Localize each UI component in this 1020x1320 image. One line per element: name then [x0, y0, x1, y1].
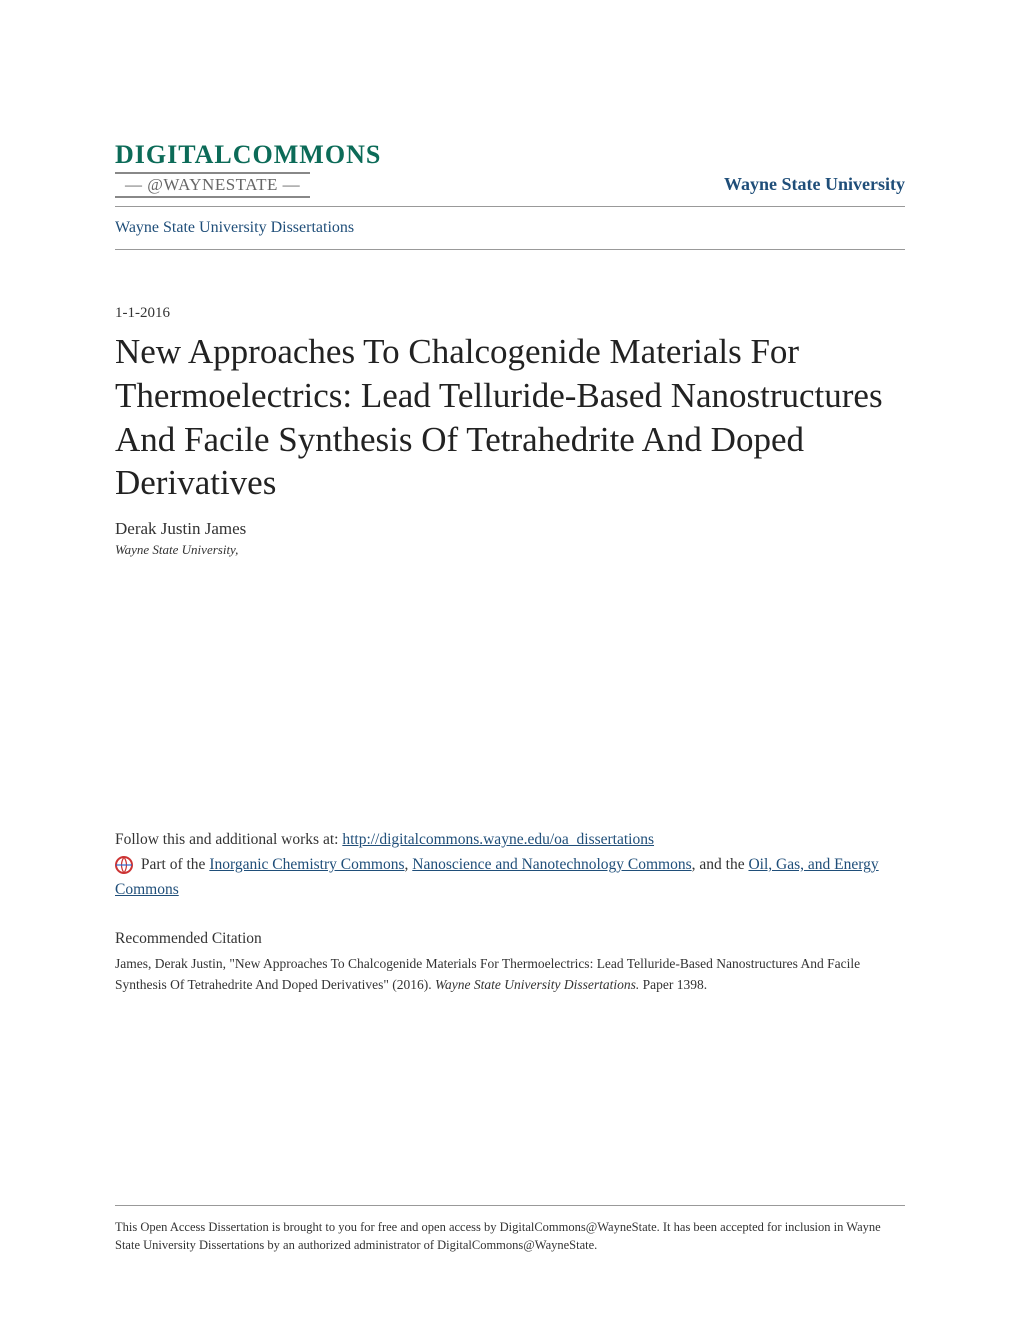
citation-text: James, Derak Justin, "New Approaches To … [115, 954, 905, 995]
publication-date: 1-1-2016 [115, 305, 905, 322]
commons-line: Part of the Inorganic Chemistry Commons,… [115, 853, 905, 903]
follow-line: Follow this and additional works at: htt… [115, 828, 905, 853]
logo-line1: DIGITALCOMMONS [115, 140, 381, 170]
collection-link[interactable]: Wayne State University Dissertations [115, 219, 905, 237]
sep2: , and the [692, 856, 749, 873]
footer-section: This Open Access Dissertation is brought… [115, 1205, 905, 1256]
author-affiliation: Wayne State University, [115, 542, 905, 558]
logo-line2-suffix: — [278, 175, 300, 194]
repository-logo: DIGITALCOMMONS — @WAYNESTATE — [115, 140, 381, 198]
logo-line2: — @WAYNESTATE — [115, 172, 310, 198]
part-prefix: Part of the [141, 856, 209, 873]
author-name: Derak Justin James [115, 519, 905, 539]
page-container: DIGITALCOMMONS — @WAYNESTATE — Wayne Sta… [0, 0, 1020, 1055]
follow-url-link[interactable]: http://digitalcommons.wayne.edu/oa_disse… [342, 831, 654, 848]
citation-heading: Recommended Citation [115, 930, 905, 948]
university-link[interactable]: Wayne State University [724, 174, 905, 195]
footer-text: This Open Access Dissertation is brought… [115, 1218, 905, 1256]
follow-section: Follow this and additional works at: htt… [115, 828, 905, 902]
paper-title: New Approaches To Chalcogenide Materials… [115, 330, 905, 505]
network-icon [115, 856, 133, 874]
footer-divider [115, 1205, 905, 1206]
header-section: DIGITALCOMMONS — @WAYNESTATE — Wayne Sta… [115, 140, 905, 198]
follow-prefix: Follow this and additional works at: [115, 831, 342, 848]
commons-link-2[interactable]: Nanoscience and Nanotechnology Commons [412, 856, 691, 873]
logo-line2-prefix: — @ [125, 175, 163, 194]
divider-top [115, 206, 905, 207]
logo-line2-main: WAYNESTATE [163, 175, 277, 194]
commons-link-1[interactable]: Inorganic Chemistry Commons [209, 856, 404, 873]
citation-part2: Paper 1398. [639, 977, 707, 992]
citation-italic: Wayne State University Dissertations. [435, 977, 639, 992]
divider-under-collection [115, 249, 905, 250]
